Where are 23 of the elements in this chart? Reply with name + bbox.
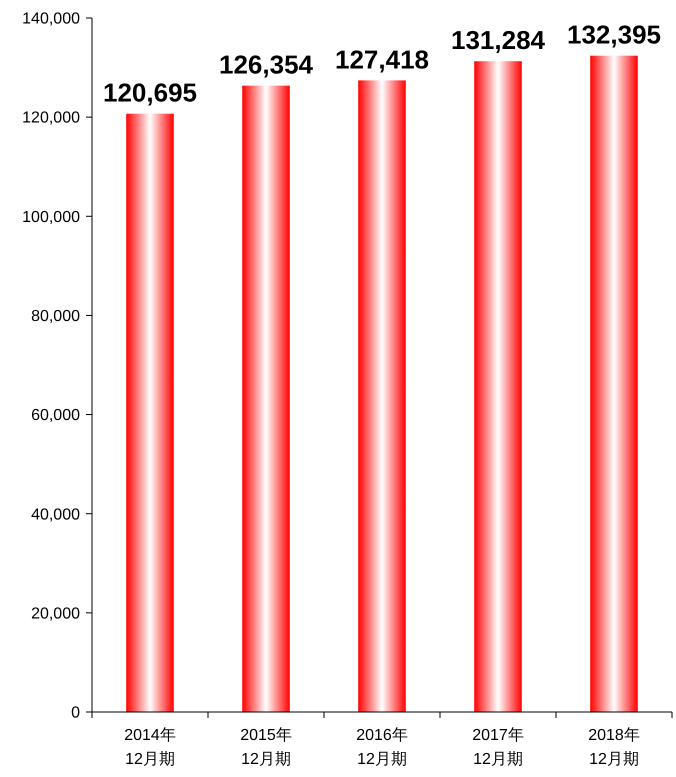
y-tick-label: 40,000 — [31, 506, 80, 524]
y-tick-label: 140,000 — [22, 10, 80, 28]
bar — [242, 86, 290, 712]
data-label: 131,284 — [451, 25, 546, 56]
x-tick-label: 2016年 12月期 — [356, 727, 408, 768]
bar — [358, 80, 406, 712]
bar — [474, 61, 522, 712]
bar — [126, 114, 174, 712]
y-tick-label: 120,000 — [22, 110, 80, 127]
x-tick-label: 2015年 12月期 — [240, 727, 292, 768]
x-tick-label: 2017年 12月期 — [472, 727, 524, 768]
bar — [590, 56, 638, 712]
y-tick-label: 100,000 — [22, 208, 80, 226]
y-tick-label: 20,000 — [31, 605, 80, 622]
y-tick-label: 0 — [71, 704, 80, 722]
y-tick-label: 60,000 — [31, 407, 80, 424]
x-tick-label: 2018年 12月期 — [588, 727, 640, 768]
y-tick-label: 80,000 — [31, 308, 80, 326]
data-label: 120,695 — [103, 78, 197, 108]
data-label: 127,418 — [335, 44, 429, 74]
data-label: 126,354 — [219, 50, 314, 80]
x-tick-label: 2014年 12月期 — [124, 727, 176, 768]
data-label: 132,395 — [567, 20, 661, 50]
